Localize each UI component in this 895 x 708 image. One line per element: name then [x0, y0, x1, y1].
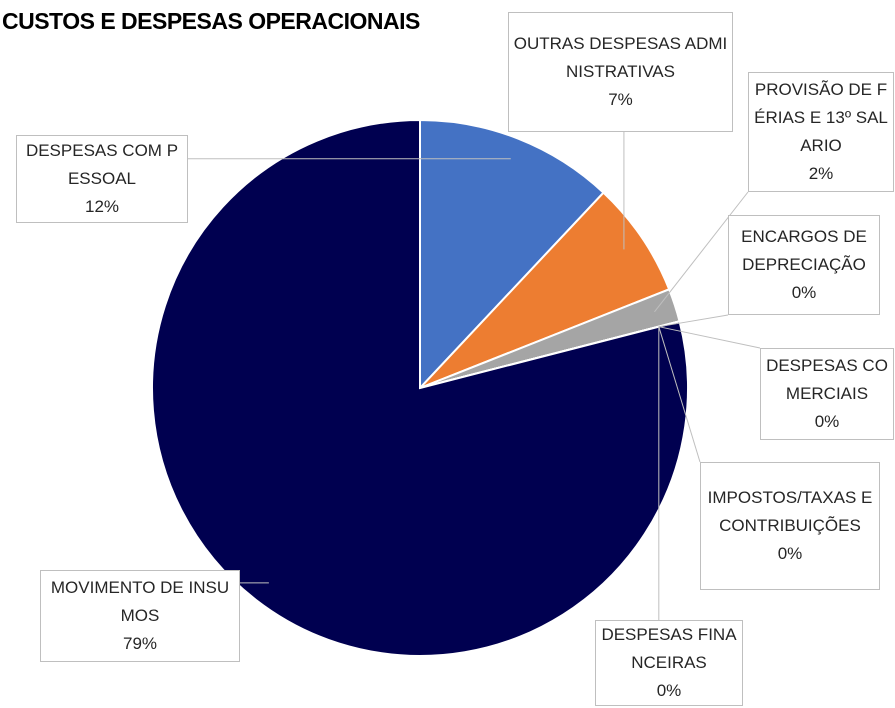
label-value: 7%: [608, 90, 633, 109]
label-value: 0%: [814, 412, 840, 431]
label-name: DESPESAS COMERCIAIS: [766, 356, 888, 403]
leader-line: [654, 191, 749, 313]
label-name: OUTRAS DESPESAS ADMINISTRATIVAS: [513, 34, 728, 81]
data-label: DESPESAS COM PESSOAL 12%: [16, 135, 188, 223]
pie-slice: [151, 118, 689, 657]
data-label: DESPESAS COMERCIAIS 0%: [760, 348, 894, 440]
chart-title: CUSTOS E DESPESAS OPERACIONAIS: [2, 8, 420, 34]
data-label: PROVISÃO DE FÉRIAS E 13º SALARIO 2%: [748, 72, 894, 192]
pie-slice: [419, 118, 605, 391]
label-name: IMPOSTOS/TAXAS E CONTRIBUIÇÕES: [707, 488, 873, 535]
leader-line: [658, 314, 729, 328]
data-label: OUTRAS DESPESAS ADMINISTRATIVAS 7%: [508, 12, 733, 132]
data-label: ENCARGOS DE DEPRECIAÇÃO 0%: [728, 215, 880, 315]
data-label: DESPESAS FINANCEIRAS 0%: [595, 620, 743, 706]
label-name: DESPESAS FINANCEIRAS: [601, 625, 737, 672]
leader-line: [658, 326, 761, 349]
label-name: PROVISÃO DE FÉRIAS E 13º SALARIO: [754, 80, 888, 155]
label-value: 0%: [791, 283, 817, 302]
label-value: 12%: [84, 197, 120, 216]
label-value: 2%: [808, 164, 834, 183]
leader-line: [658, 326, 701, 463]
label-name: ENCARGOS DE DEPRECIAÇÃO: [741, 227, 867, 274]
label-name: MOVIMENTO DE INSUMOS: [50, 578, 230, 625]
label-name: DESPESAS COM PESSOAL: [25, 141, 179, 188]
label-value: 79%: [122, 634, 158, 653]
data-label: IMPOSTOS/TAXAS E CONTRIBUIÇÕES 0%: [700, 462, 880, 590]
data-label: MOVIMENTO DE INSUMOS 79%: [40, 570, 240, 662]
label-value: 0%: [656, 681, 682, 700]
pie-slice: [419, 191, 671, 389]
label-value: 0%: [777, 544, 803, 563]
